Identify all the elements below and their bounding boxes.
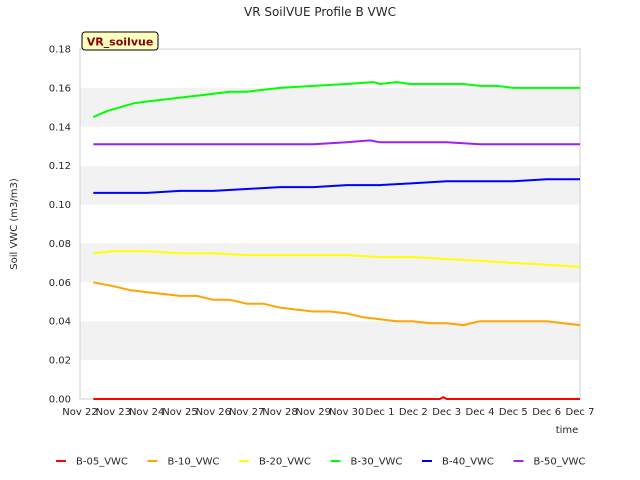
series-line-b-20-vwc: [93, 250, 581, 268]
site-badge-label: VR_soilvue: [87, 36, 154, 49]
x-tick-label: Nov 23: [96, 407, 131, 418]
grid-band: [80, 49, 580, 88]
series-line-b-10-vwc: [93, 281, 581, 327]
y-tick-label: 0.08: [49, 239, 71, 250]
y-axis-ticks: 0.00 0.02 0.04 0.06 0.08 0.10 0.12 0.14 0.16 0.18: [49, 45, 71, 406]
chart-title: VR SoilVUE Profile B VWC: [244, 5, 396, 19]
legend-label: B-30_VWC: [351, 457, 403, 468]
grid-band: [80, 321, 580, 361]
legend-label: B-50_VWC: [534, 457, 586, 468]
x-tick-label: Nov 29: [296, 407, 331, 418]
y-axis-label: Soil VWC (m3/m3): [9, 178, 20, 270]
legend-label: B-05_VWC: [76, 457, 128, 468]
x-tick-label: Dec 5: [499, 407, 528, 418]
legend: B-05_VWC B-10_VWC B-20_VWC B-30_VWC B-40_VWC…: [56, 457, 585, 468]
series-lines: [92, 81, 581, 400]
grid-band: [80, 282, 580, 322]
y-tick-label: 0.02: [49, 356, 71, 367]
y-tick-label: 0.16: [49, 83, 71, 94]
y-tick-label: 0.18: [49, 45, 71, 56]
legend-label: B-20_VWC: [259, 457, 311, 468]
y-tick-label: 0.00: [49, 395, 71, 406]
x-tick-label: Nov 27: [229, 407, 264, 418]
y-tick-label: 0.10: [49, 200, 71, 211]
x-tick-label: Dec 1: [366, 407, 395, 418]
series-line-b-30-vwc: [92, 81, 580, 119]
x-tick-label: Dec 2: [399, 407, 428, 418]
grid-band: [80, 360, 580, 399]
series-line-b-40-vwc: [93, 178, 580, 194]
site-badge-box: [81, 31, 159, 51]
x-tick-label: Dec 7: [566, 407, 595, 418]
x-tick-label: Dec 4: [466, 407, 495, 418]
y-tick-label: 0.06: [49, 278, 71, 289]
x-axis-label: time: [556, 425, 579, 436]
x-tick-label: Nov 25: [162, 407, 197, 418]
x-tick-label: Nov 26: [196, 407, 231, 418]
series-line-b-05-vwc: [93, 396, 580, 400]
x-tick-label: Dec 6: [532, 407, 561, 418]
grid-bands: [80, 49, 580, 399]
grid-band: [80, 126, 580, 166]
x-tick-label: Nov 22: [62, 407, 97, 418]
x-tick-label: Nov 30: [329, 407, 364, 418]
y-tick-label: 0.14: [49, 122, 71, 133]
legend-label: B-40_VWC: [442, 457, 494, 468]
grid-band: [80, 204, 580, 244]
y-tick-label: 0.04: [49, 317, 71, 328]
site-badge: VR_soilvue: [81, 31, 159, 51]
series-line-b-50-vwc: [93, 139, 580, 146]
x-tick-label: Nov 24: [129, 407, 164, 418]
grid-band: [80, 87, 580, 127]
legend-label: B-10_VWC: [168, 457, 220, 468]
x-tick-label: Nov 28: [262, 407, 297, 418]
x-tick-label: Dec 3: [432, 407, 461, 418]
y-tick-label: 0.12: [49, 161, 71, 172]
